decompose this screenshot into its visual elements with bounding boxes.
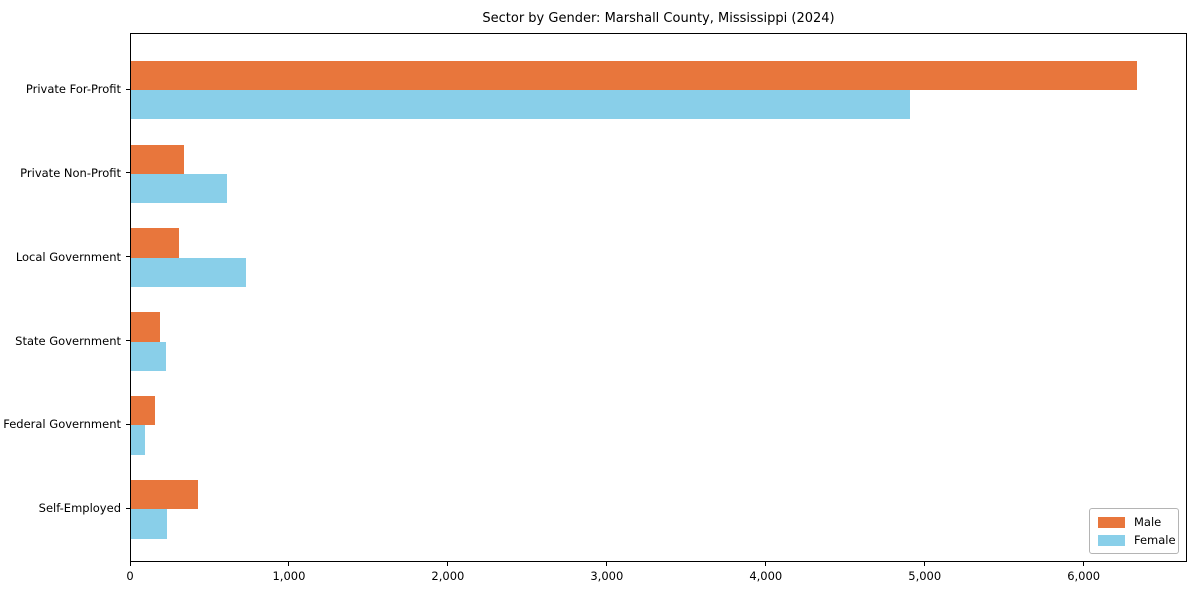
x-tick-mark bbox=[447, 562, 449, 566]
bar-male-3 bbox=[131, 312, 161, 342]
y-tick-label: Private Non-Profit bbox=[20, 165, 121, 180]
y-tick-mark bbox=[126, 88, 130, 90]
legend-entry: Male bbox=[1098, 514, 1170, 529]
y-tick-mark bbox=[126, 507, 130, 509]
y-tick-mark bbox=[126, 423, 130, 425]
bar-female-0 bbox=[131, 90, 910, 120]
plot-area bbox=[130, 33, 1187, 562]
x-tick-label: 0 bbox=[126, 569, 134, 583]
bar-female-5 bbox=[131, 509, 167, 539]
legend-label: Female bbox=[1134, 532, 1176, 547]
x-tick-label: 3,000 bbox=[590, 569, 624, 583]
y-tick-label: Self-Employed bbox=[38, 501, 121, 516]
x-tick-mark bbox=[129, 562, 131, 566]
y-tick-mark bbox=[126, 340, 130, 342]
bar-male-2 bbox=[131, 228, 179, 258]
x-tick-label: 4,000 bbox=[749, 569, 783, 583]
x-tick-mark bbox=[288, 562, 290, 566]
legend-swatch bbox=[1098, 534, 1125, 546]
x-tick-label: 6,000 bbox=[1067, 569, 1101, 583]
y-tick-mark bbox=[126, 256, 130, 258]
legend-swatch bbox=[1098, 516, 1125, 528]
x-tick-mark bbox=[765, 562, 767, 566]
y-tick-label: Private For-Profit bbox=[25, 82, 121, 96]
legend-entry: Female bbox=[1098, 533, 1176, 547]
y-tick-label: Federal Government bbox=[3, 417, 121, 432]
bar-female-3 bbox=[131, 341, 166, 371]
bar-male-5 bbox=[131, 480, 198, 510]
y-tick-mark bbox=[126, 172, 130, 174]
x-tick-mark bbox=[924, 562, 926, 566]
x-tick-mark bbox=[1083, 562, 1085, 566]
bar-female-1 bbox=[131, 173, 228, 204]
y-tick-label: Local Government bbox=[15, 249, 121, 264]
bar-male-0 bbox=[131, 60, 1138, 90]
x-tick-label: 2,000 bbox=[431, 569, 465, 583]
bar-male-1 bbox=[131, 144, 185, 174]
bar-female-4 bbox=[131, 425, 145, 455]
x-tick-label: 5,000 bbox=[908, 569, 942, 583]
chart-title: Sector by Gender: Marshall County, Missi… bbox=[482, 11, 835, 26]
bar-female-2 bbox=[131, 257, 247, 288]
bar-male-4 bbox=[131, 396, 155, 426]
legend: Male Female bbox=[1089, 508, 1179, 554]
legend-label: Male bbox=[1134, 514, 1162, 529]
y-tick-label: State Government bbox=[15, 333, 121, 348]
x-tick-mark bbox=[606, 562, 608, 566]
x-tick-label: 1,000 bbox=[272, 569, 306, 583]
